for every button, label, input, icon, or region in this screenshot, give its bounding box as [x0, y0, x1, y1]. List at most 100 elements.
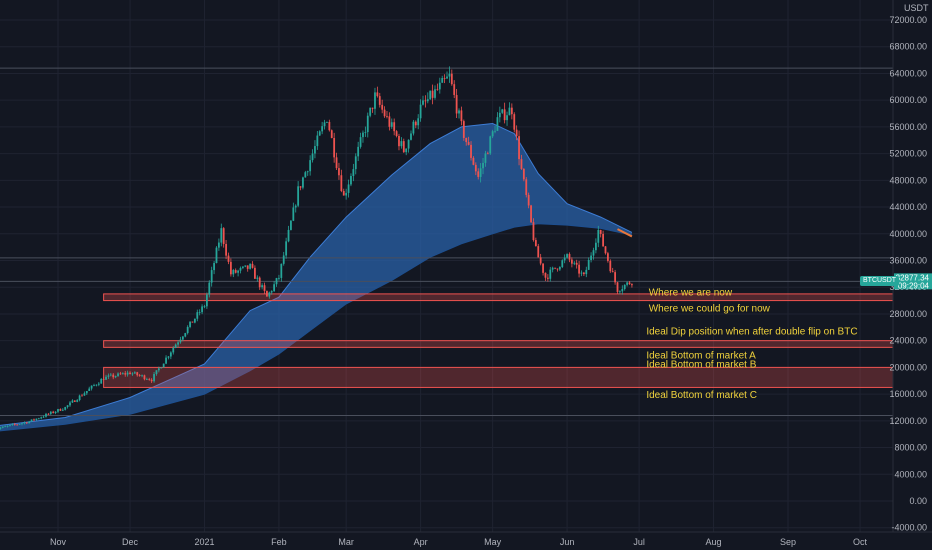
candle-body — [578, 264, 580, 274]
candle-body — [542, 263, 544, 273]
candle-body — [302, 177, 304, 188]
candle-body — [390, 122, 393, 127]
symbol-price-tag: BTCUSDT — [860, 276, 900, 287]
candle-body — [429, 90, 432, 100]
y-tick-label: 64000.00 — [889, 68, 927, 78]
candle-body — [314, 146, 316, 154]
candle-body — [458, 110, 460, 114]
candle-body — [438, 82, 441, 90]
candle-body — [316, 135, 319, 147]
annotation-label[interactable]: Ideal Bottom of market C — [646, 390, 757, 401]
candle-body — [145, 379, 148, 381]
y-tick-label: 40000.00 — [889, 229, 927, 239]
support-zone[interactable] — [103, 340, 894, 348]
candle-body — [525, 179, 528, 195]
support-zone[interactable] — [103, 366, 894, 388]
y-tick-label: 16000.00 — [889, 389, 927, 399]
candle-body — [616, 282, 619, 292]
candle-body — [448, 73, 451, 77]
candle-body — [0, 427, 2, 429]
y-axis[interactable]: 72000.00 68000.00 64000.00 60000.00 56000.00… — [889, 15, 932, 533]
x-tick-label: Feb — [271, 537, 287, 547]
candle-body — [611, 271, 614, 273]
candle-body — [330, 130, 333, 138]
candle-body — [244, 265, 247, 267]
candle-body — [482, 162, 484, 169]
candle-body — [506, 115, 508, 121]
candle-body — [88, 388, 91, 391]
candle-body — [513, 114, 516, 130]
candle-body — [109, 374, 112, 376]
candle-body — [338, 168, 340, 176]
candle-body — [16, 424, 19, 426]
x-tick-label: Nov — [50, 537, 67, 547]
candle-body — [9, 424, 11, 426]
candle-body — [393, 122, 396, 132]
candle-body — [405, 148, 408, 153]
last-price-tag — [894, 273, 932, 290]
candle-body — [501, 109, 504, 113]
candle-body — [496, 117, 499, 131]
candle-body — [522, 168, 525, 180]
candle-body — [162, 363, 165, 368]
candle-body — [534, 240, 537, 247]
annotation-label[interactable]: Where we are now — [649, 288, 733, 299]
candle-body — [220, 228, 223, 243]
candle-body — [54, 411, 57, 413]
candle-body — [121, 373, 124, 375]
y-tick-label: 0.00 — [909, 496, 927, 506]
candle-body — [261, 285, 264, 288]
candle-body — [544, 272, 547, 278]
candle-body — [626, 282, 629, 285]
candle-body — [196, 312, 199, 319]
x-tick-label: Sep — [780, 537, 796, 547]
candle-body — [402, 141, 405, 153]
candle-body — [503, 109, 506, 121]
candle-body — [76, 400, 79, 402]
y-tick-label: 44000.00 — [889, 202, 927, 212]
currency-label: USDT — [904, 3, 929, 13]
candle-body — [566, 254, 568, 258]
x-axis[interactable]: Nov Dec 2021 Feb Mar Apr May Jun Jul Aug Sep Oct — [50, 537, 868, 547]
candle-body — [554, 267, 556, 269]
candle-body — [282, 255, 285, 264]
candle-body — [311, 153, 314, 161]
candle-body — [326, 121, 328, 123]
candle-body — [13, 424, 16, 425]
candle-body — [333, 137, 336, 158]
candle-body — [371, 107, 374, 109]
annotation-label[interactable]: Where we could go for now — [649, 304, 771, 315]
candle-body — [251, 263, 254, 268]
candle-body — [181, 336, 184, 340]
y-tick-label: 36000.00 — [889, 256, 927, 266]
candle-body — [607, 253, 609, 261]
candle-body — [592, 250, 595, 256]
annotation-label[interactable]: Ideal Bottom of market B — [646, 360, 756, 371]
candle-body — [594, 242, 597, 251]
candle-body — [266, 290, 268, 297]
candle-body — [97, 383, 100, 385]
candle-body — [177, 342, 179, 345]
candle-body — [450, 73, 453, 85]
candle-body — [179, 339, 182, 343]
candle-body — [47, 413, 50, 415]
candle-body — [414, 121, 417, 126]
candle-body — [107, 375, 110, 377]
candle-body — [580, 272, 583, 274]
candle-body — [268, 292, 271, 297]
annotation-label[interactable]: Ideal Bottom of market A — [646, 350, 756, 361]
support-zone[interactable] — [103, 293, 894, 302]
candle-body — [309, 160, 312, 172]
candle-body — [446, 76, 448, 79]
annotation-label[interactable]: Ideal Dip position when after double fli… — [646, 326, 857, 337]
candle-body — [479, 168, 482, 177]
candle-body — [378, 96, 381, 105]
candle-body — [254, 267, 256, 279]
candle-body — [167, 356, 170, 358]
candles — [0, 66, 633, 430]
candle-body — [551, 267, 554, 270]
candle-body — [599, 229, 602, 234]
candle-body — [465, 137, 468, 143]
candle-body — [278, 277, 280, 279]
